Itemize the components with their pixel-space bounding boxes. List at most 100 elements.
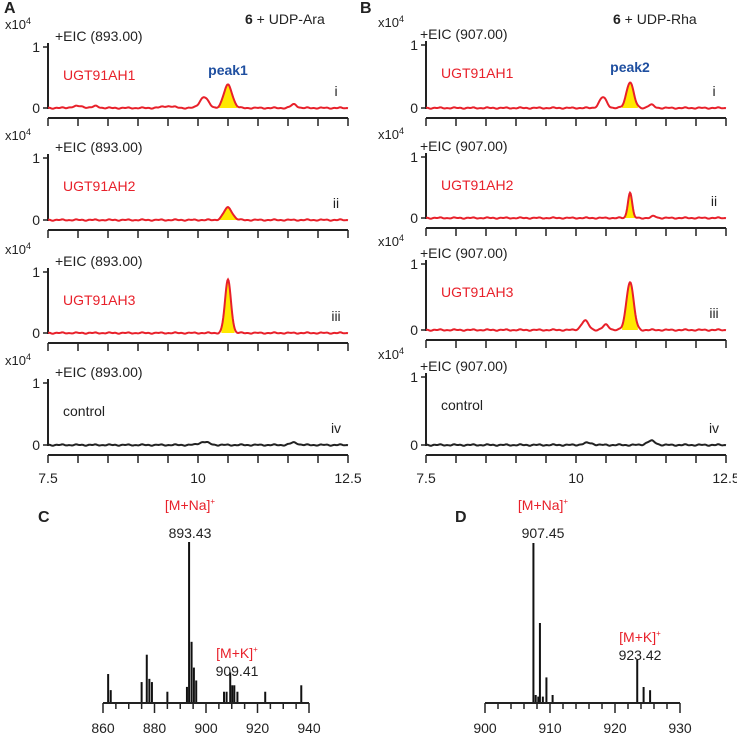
ion-charge: + [210, 497, 215, 506]
panel-title: 6 + UDP-Rha [613, 11, 697, 27]
eic-label: +EIC (907.00) [420, 26, 508, 42]
ion-label: [M+Na]+ [518, 497, 569, 513]
x-tick-label: 860 [91, 720, 115, 733]
peak-fill [625, 192, 635, 218]
sample-label: UGT91AH1 [63, 67, 136, 83]
scale-exponent: 4 [26, 16, 31, 26]
scale-base: x10 [5, 17, 26, 32]
ion-charge: + [253, 645, 258, 654]
ion-charge: + [656, 629, 661, 638]
eic-label: +EIC (907.00) [420, 138, 508, 154]
eic-trace-i: x104 +EIC (893.00) 1 0 UGT91AH1 i peak1 [5, 16, 349, 126]
scale-exponent: 4 [26, 127, 31, 137]
eic-trace-iii: x104 +EIC (893.00) 1 0 UGT91AH3 iii [5, 241, 349, 351]
eic-label: +EIC (893.00) [55, 139, 143, 155]
y-scale-label: x104 [5, 16, 31, 32]
compound-number: 6 [613, 11, 621, 27]
y-tick-label: 1 [32, 375, 40, 391]
sample-label: UGT91AH3 [63, 292, 136, 308]
x-tick-label: 880 [143, 720, 167, 733]
x-tick-label: 900 [194, 720, 218, 733]
eic-line [48, 206, 349, 222]
eic-line [425, 81, 727, 110]
trace-number: iii [709, 305, 718, 321]
eic-line [48, 441, 349, 447]
trace-number: iii [331, 308, 340, 324]
panel-letter: C [38, 509, 50, 526]
peak-fill [218, 207, 238, 220]
ion-label: [M+K]+ [619, 629, 661, 645]
y-tick-label: 1 [32, 150, 40, 166]
peak-fill [622, 82, 638, 108]
trace-number: iv [709, 420, 719, 436]
eic-trace-ii: x104 +EIC (907.00)1 0 UGT91AH2 ii [378, 126, 727, 236]
peak-label: peak2 [610, 59, 650, 75]
ion-name: [M+Na] [518, 497, 564, 513]
scale-base: x10 [378, 127, 399, 142]
scale-base: x10 [5, 128, 26, 143]
y-scale-label: x104 [5, 352, 31, 368]
eic-label: +EIC (907.00) [420, 358, 508, 374]
eic-trace-i: x104 +EIC (907.00)1 0 UGT91AH1 i peak2 [378, 14, 727, 126]
y-scale-label: x104 [5, 127, 31, 143]
trace-number: iv [331, 420, 341, 436]
y-scale-label: x104 [378, 346, 404, 362]
y-tick-label: 1 [410, 149, 418, 165]
x-tick-label: 910 [538, 720, 562, 733]
y-tick-label: 1 [410, 256, 418, 272]
title-text: + UDP-Rha [621, 11, 697, 27]
panel-letter: B [360, 0, 372, 17]
scale-exponent: 4 [399, 346, 404, 356]
panel-title: 6 + UDP-Ara [245, 11, 325, 27]
scale-base: x10 [5, 353, 26, 368]
panel-letter: A [4, 0, 16, 17]
eic-label: +EIC (907.00) [420, 245, 508, 261]
eic-line [425, 280, 727, 332]
x-tick-label: 7.5 [416, 470, 436, 486]
scale-base: x10 [378, 15, 399, 30]
peak-fill [221, 279, 235, 333]
y-tick-label: 1 [32, 39, 40, 55]
y-scale-label: x104 [378, 126, 404, 142]
y-tick-label: 0 [410, 210, 418, 226]
x-tick-label: 12.5 [712, 470, 737, 486]
sample-label: control [63, 403, 105, 419]
sample-label: control [441, 397, 483, 413]
sample-label: UGT91AH1 [441, 65, 514, 81]
peak-fill [218, 84, 238, 108]
sample-label: UGT91AH2 [441, 177, 514, 193]
trace-number: ii [333, 195, 339, 211]
x-tick-label: 10 [190, 470, 206, 486]
eic-line [48, 277, 349, 335]
eic-line [48, 83, 349, 110]
scale-base: x10 [378, 234, 399, 249]
y-tick-label: 0 [410, 437, 418, 453]
x-tick-label: 12.5 [334, 470, 361, 486]
y-tick-label: 1 [32, 264, 40, 280]
title-text: + UDP-Ara [253, 11, 325, 27]
scale-exponent: 4 [399, 233, 404, 243]
mz-label: 893.43 [169, 525, 212, 541]
mz-label: 907.45 [522, 525, 565, 541]
ion-name: [M+Na] [165, 497, 211, 513]
peak-fill [622, 282, 638, 330]
peak-label: peak1 [208, 62, 248, 78]
panel-letter: D [455, 509, 467, 526]
mz-label: 909.41 [216, 663, 259, 679]
sample-label: UGT91AH2 [63, 178, 136, 194]
y-tick-label: 0 [410, 322, 418, 338]
x-tick-label: 940 [297, 720, 321, 733]
scale-exponent: 4 [399, 126, 404, 136]
eic-label: +EIC (893.00) [55, 28, 143, 44]
y-scale-label: x104 [378, 14, 404, 30]
y-tick-label: 0 [32, 325, 40, 341]
scale-exponent: 4 [26, 352, 31, 362]
y-tick-label: 1 [410, 37, 418, 53]
mz-label: 923.42 [619, 647, 662, 663]
